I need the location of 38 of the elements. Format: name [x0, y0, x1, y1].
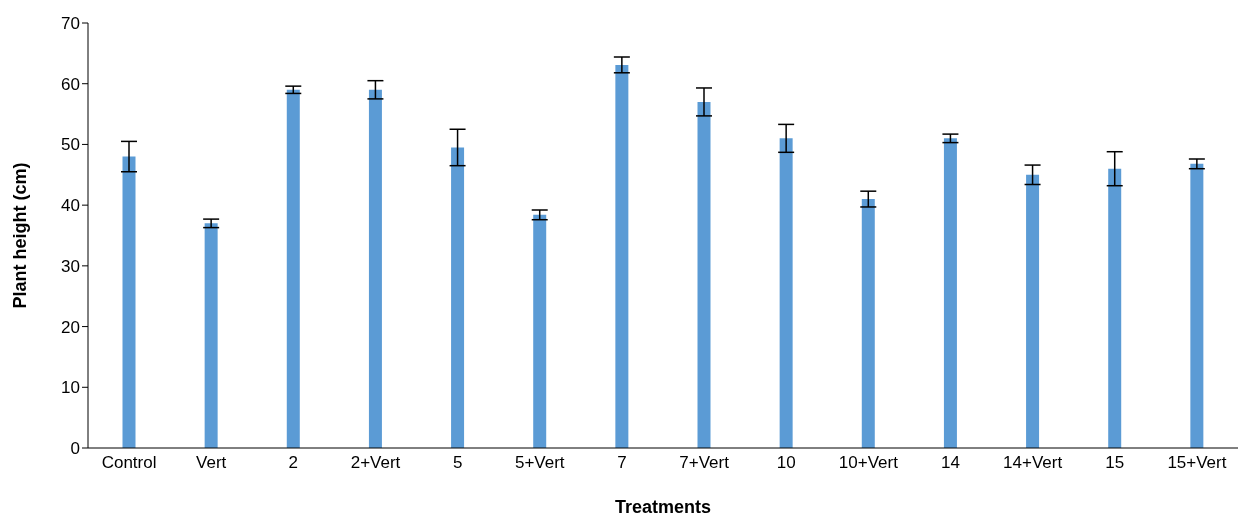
bar [1026, 174, 1040, 448]
x-tick-label: 2 [288, 453, 299, 473]
bar [615, 64, 629, 448]
bar [1108, 168, 1122, 448]
bar [122, 156, 136, 448]
bar [368, 89, 382, 448]
bar [533, 214, 547, 448]
x-tick-label: Vert [196, 453, 227, 473]
y-axis-title: Plant height (cm) [10, 162, 31, 309]
y-tick-label: 20 [61, 317, 80, 337]
x-tick-label: 15+Vert [1167, 453, 1227, 473]
x-tick-label: 5 [452, 453, 463, 473]
bar [204, 223, 218, 448]
y-tick-label: 0 [70, 439, 80, 459]
bar [697, 101, 711, 448]
y-tick-label: 60 [61, 74, 80, 94]
bar [943, 138, 957, 448]
x-tick-label: 10+Vert [838, 453, 899, 473]
bar [451, 147, 465, 448]
y-tick-label: 50 [61, 135, 80, 155]
bar [861, 199, 875, 448]
x-axis-title: Treatments [614, 496, 712, 517]
x-tick-label: 7+Vert [679, 453, 730, 473]
x-tick-label: 7 [617, 453, 627, 473]
x-tick-label: Control [101, 453, 157, 473]
x-tick-label: 14+Vert [1003, 453, 1063, 473]
y-tick-label: 40 [61, 196, 80, 216]
x-tick-label: 2+Vert [350, 453, 401, 473]
bar [286, 89, 300, 448]
bar [779, 138, 793, 448]
x-tick-label: 15 [1105, 453, 1125, 473]
bar [1190, 163, 1204, 448]
x-tick-label: 10 [776, 453, 796, 473]
y-tick-label: 70 [61, 14, 80, 34]
x-tick-label: 14 [941, 453, 960, 473]
x-tick-label: 5+Vert [514, 453, 565, 473]
y-tick-label: 30 [61, 256, 80, 276]
y-tick-label: 10 [61, 378, 80, 398]
